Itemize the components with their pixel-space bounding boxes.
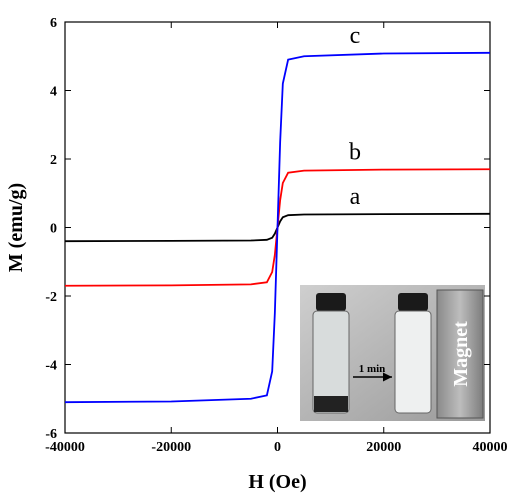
y-tick-label: 2	[50, 153, 57, 168]
x-axis-title: H (Oe)	[248, 471, 306, 493]
curve-label: a	[350, 184, 361, 210]
y-axis-title: M (emu/g)	[5, 183, 27, 272]
inset-label: Magnet	[450, 321, 472, 387]
y-tick-label: 4	[50, 85, 57, 100]
x-tick-label: 40000	[473, 440, 508, 455]
inset-photo: 1 min Magnet	[300, 285, 485, 421]
x-tick-label: 20000	[366, 440, 401, 455]
x-tick-label: -40000	[45, 440, 85, 455]
curve-label: b	[349, 139, 361, 165]
y-tick-label: -4	[45, 359, 57, 374]
curve-label: c	[350, 23, 361, 49]
y-tick-label: -6	[45, 427, 57, 442]
x-tick-label: -20000	[151, 440, 191, 455]
y-tick-label: 0	[50, 222, 57, 237]
x-tick-label: 0	[274, 440, 281, 455]
y-tick-label: -2	[45, 290, 57, 305]
series-line	[64, 51, 491, 404]
y-tick-label: 6	[50, 16, 57, 31]
inset-label: 1 min	[359, 363, 386, 375]
